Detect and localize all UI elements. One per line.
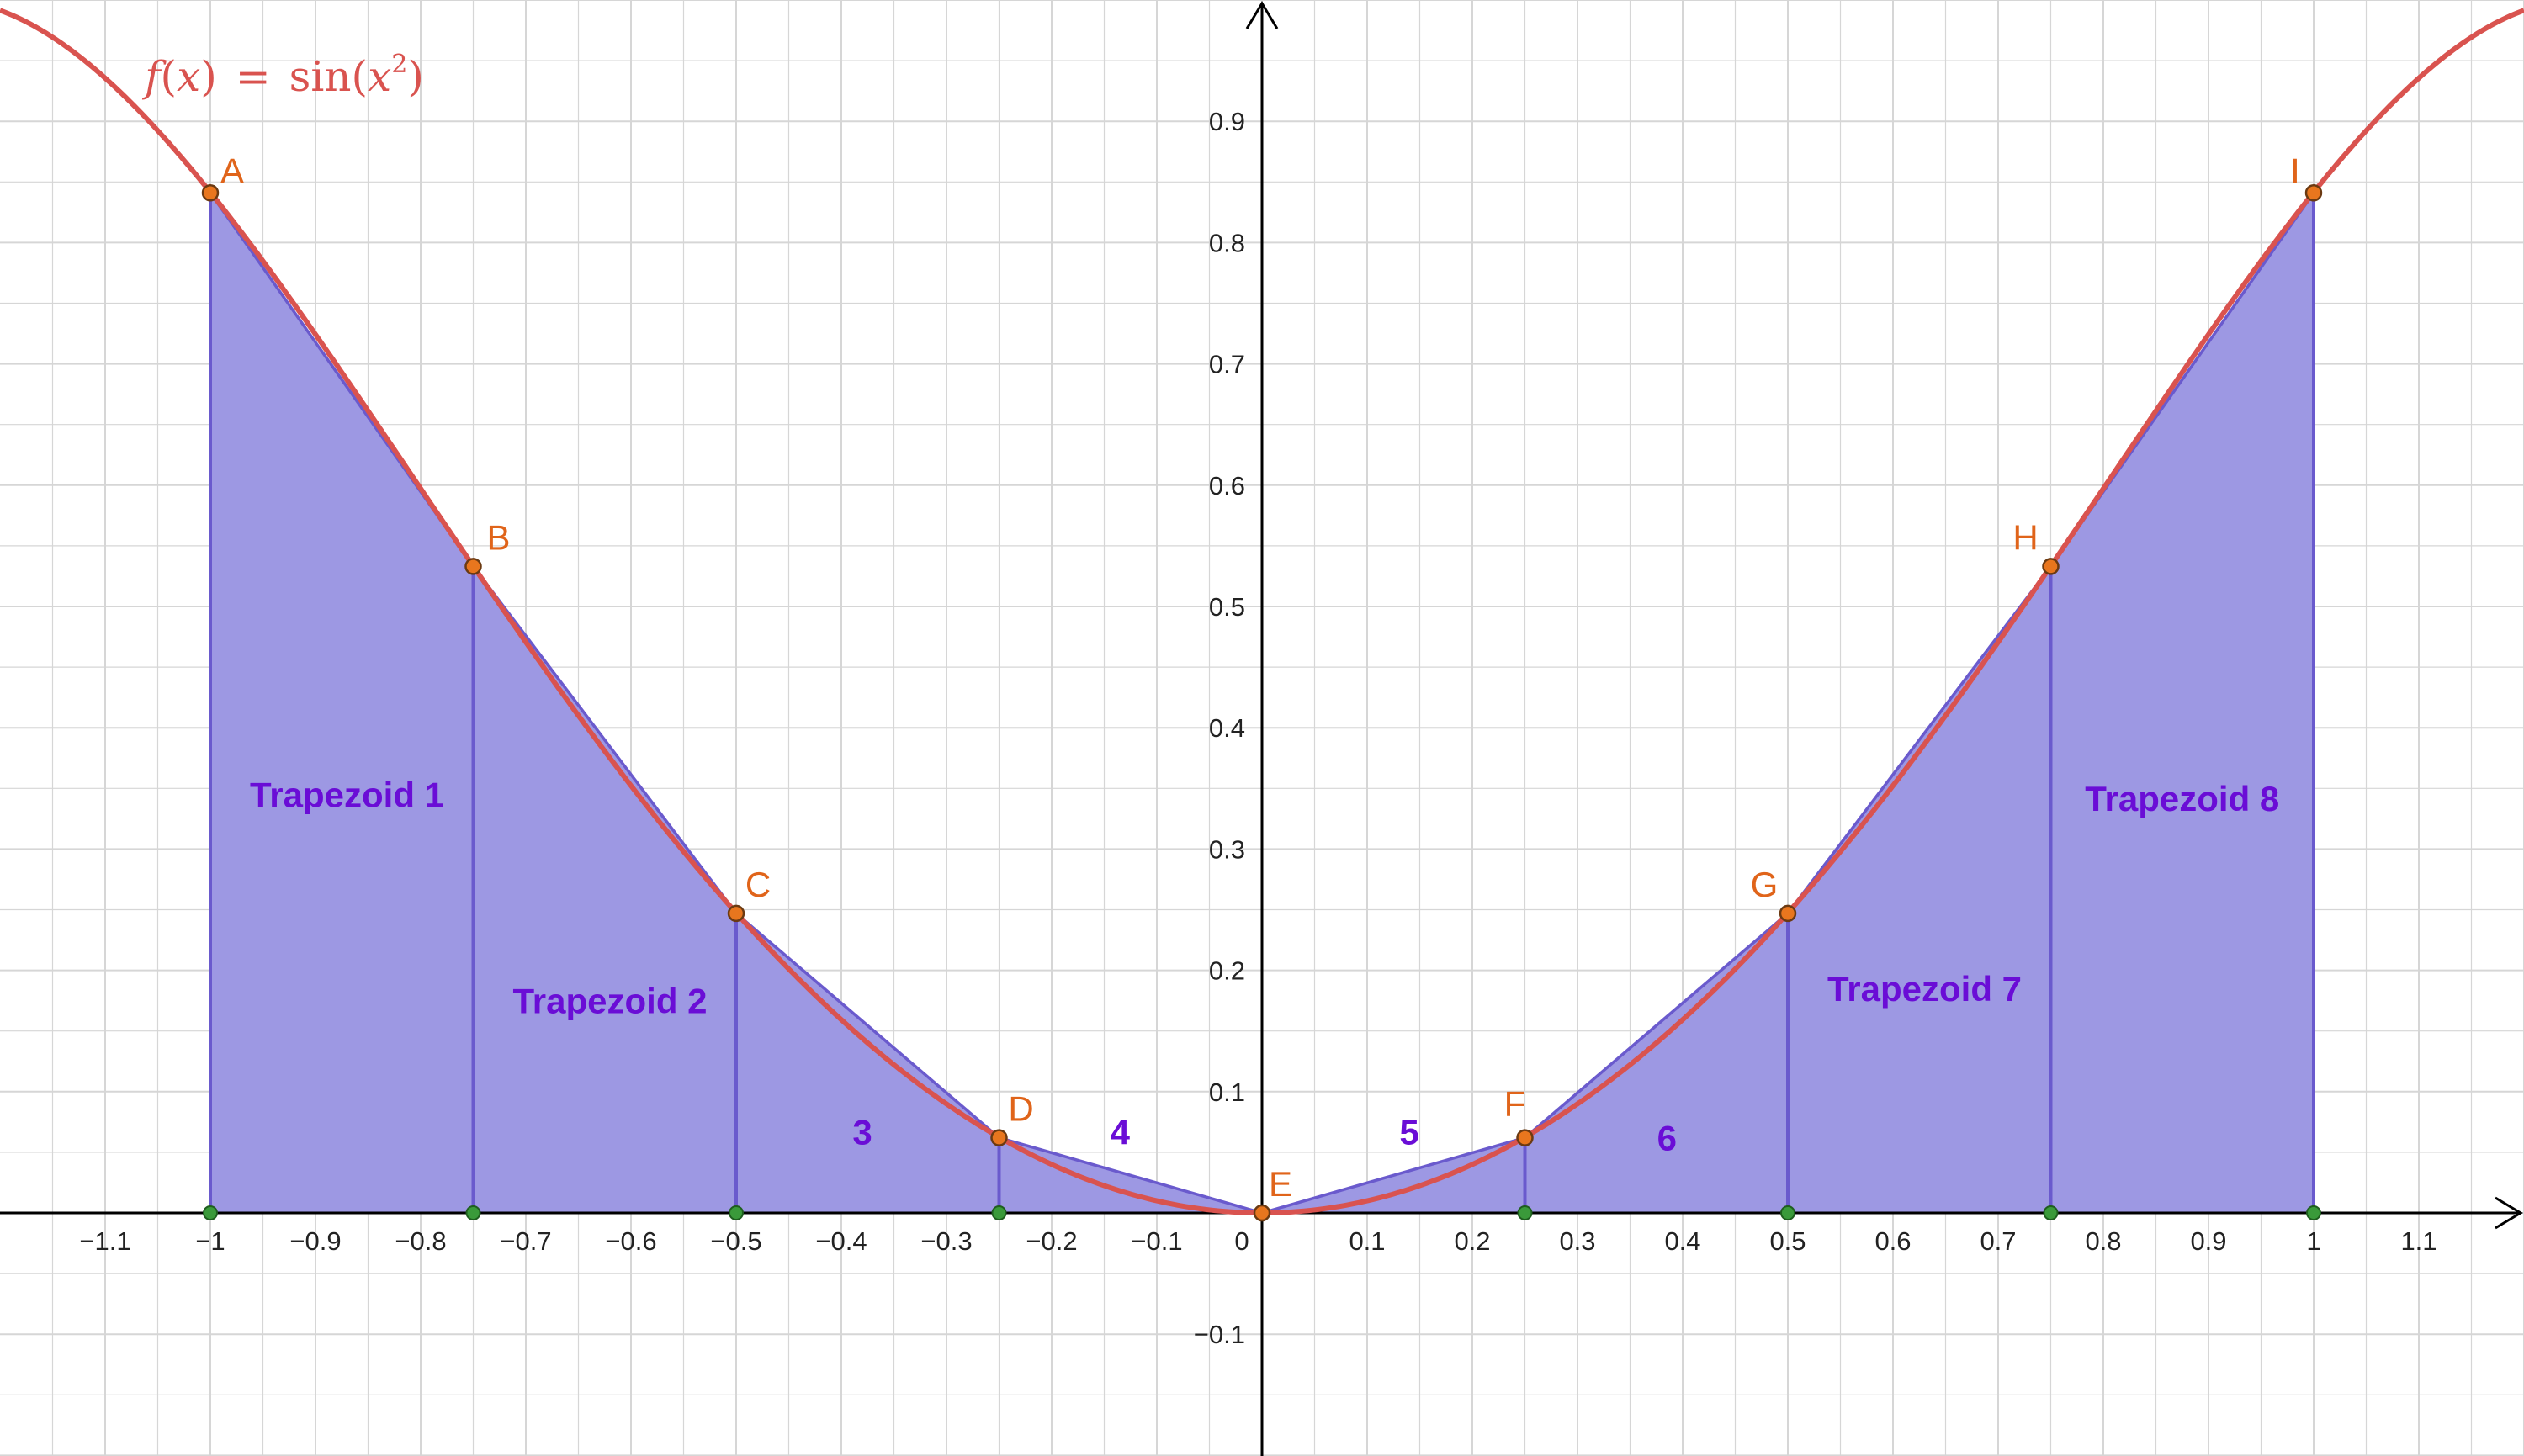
trapezoid-fill (210, 193, 474, 1214)
trapezoid-top-edge (1524, 912, 1790, 1139)
trapezoid-top-edge (472, 565, 738, 914)
function-paren-close: ) (200, 52, 217, 101)
x-tick-label: −1 (195, 1226, 225, 1256)
x-tick-label: 0 (1234, 1226, 1249, 1256)
point-label-E: E (1269, 1164, 1292, 1204)
function-body-paren-open: ( (352, 52, 369, 101)
foot-point-G (1780, 1205, 1795, 1220)
function-body-arg: x (368, 52, 391, 101)
tick-labels: −1.1 −1 −0.9 −0.8 −0.7 −0.6 −0.5 −0.4 −0.3 −0.2 −0… (79, 107, 2437, 1349)
point-label-G: G (1751, 865, 1779, 904)
point-label-A: A (220, 151, 244, 190)
trapezoid-label: 3 (852, 1112, 872, 1152)
x-tick-label: 0.1 (1349, 1226, 1385, 1256)
y-tick-label: 0.3 (1209, 834, 1245, 864)
x-tick-label: −0.7 (500, 1226, 551, 1256)
function-equals: = (236, 52, 271, 101)
point-H (2042, 558, 2060, 575)
trapezoid-fill (2050, 193, 2314, 1214)
trapezoid-top-edge (734, 912, 1000, 1139)
point-label-F: F (1504, 1084, 1526, 1124)
point-C (727, 904, 745, 923)
function-body: sin (289, 52, 352, 101)
y-tick-label: 0.5 (1209, 592, 1245, 622)
point-F (1516, 1129, 1534, 1146)
x-tick-label: −0.5 (710, 1226, 761, 1256)
x-tick-label: 0.2 (1454, 1226, 1490, 1256)
x-tick-label: −0.3 (920, 1226, 972, 1256)
trapezoid-fill (473, 566, 736, 1213)
function-arg: x (177, 52, 200, 101)
y-tick-label: 0.6 (1209, 471, 1245, 500)
x-tick-label: −0.9 (289, 1226, 341, 1256)
function-body-paren-close: ) (407, 52, 424, 101)
x-tick-label: 0.3 (1559, 1226, 1595, 1256)
foot-point-C (729, 1205, 744, 1220)
point-B (464, 558, 482, 575)
point-label-I: I (2290, 151, 2300, 190)
point-A (201, 184, 220, 202)
foot-point-I (2306, 1205, 2321, 1220)
function-paren-open: ( (161, 52, 178, 101)
point-label-H: H (2012, 517, 2038, 557)
x-tick-label: 0.8 (2085, 1226, 2121, 1256)
x-tick-label: 0.6 (1874, 1226, 1911, 1256)
point-label-C: C (745, 865, 771, 904)
foot-point-D (991, 1205, 1007, 1220)
x-tick-label: 1 (2306, 1226, 2320, 1256)
trapezoid-fill (1788, 566, 2051, 1213)
y-tick-label: 0.2 (1209, 956, 1245, 986)
function-exponent: 2 (391, 50, 407, 79)
y-tick-label: −0.1 (1194, 1320, 1245, 1349)
foot-point-F (1517, 1205, 1533, 1220)
foot-point-B (465, 1205, 481, 1220)
trapezoid-top-edge (1786, 565, 2052, 914)
x-tick-label: 0.7 (1980, 1226, 2016, 1256)
trapezoid-top-edge (1261, 1136, 1525, 1215)
x-tick-label: 1.1 (2400, 1226, 2437, 1256)
point-label-D: D (1008, 1089, 1033, 1129)
x-tick-label: −1.1 (79, 1226, 130, 1256)
y-tick-label: 0.9 (1209, 107, 1245, 136)
trapezoid-top-edge (999, 1136, 1263, 1215)
point-I (2304, 184, 2323, 202)
x-tick-label: 0.5 (1769, 1226, 1806, 1256)
trapezoid-fill (736, 913, 1000, 1213)
function-label: f(x) = sin(x2) (141, 50, 424, 101)
y-tick-label: 0.7 (1209, 350, 1245, 379)
x-tick-label: −0.2 (1026, 1226, 1077, 1256)
point-E (1253, 1204, 1271, 1222)
trapezoid-labels: Trapezoid 1 Trapezoid 2 3 4 5 6 Trapezoid 7 Tra… (250, 776, 2279, 1158)
trapezoid-fill (1524, 913, 1788, 1213)
points: A B C D E F G H I (201, 151, 2323, 1222)
x-tick-label: −0.8 (395, 1226, 446, 1256)
x-tick-label: −0.4 (815, 1226, 867, 1256)
x-axis-arrow (2495, 1196, 2523, 1230)
trapezoid-label: 5 (1399, 1112, 1418, 1152)
foot-point-A (203, 1205, 218, 1220)
foot-point-H (2043, 1205, 2059, 1220)
y-tick-label: 0.4 (1209, 713, 1245, 743)
x-tick-label: −0.6 (605, 1226, 656, 1256)
point-G (1779, 904, 1797, 923)
trapezoid-label: 6 (1657, 1119, 1677, 1158)
trapezoid-label: Trapezoid 2 (512, 982, 707, 1021)
point-label-B: B (486, 517, 510, 557)
trapezoid-label: Trapezoid 1 (250, 776, 444, 815)
y-tick-label: 0.1 (1209, 1077, 1245, 1107)
y-tick-label: 0.8 (1209, 228, 1245, 257)
x-tick-label: 0.4 (1664, 1226, 1700, 1256)
trapezoid-fills (209, 192, 2315, 1215)
trapezoid-label: 4 (1111, 1112, 1131, 1152)
x-tick-label: 0.9 (2190, 1226, 2226, 1256)
point-D (990, 1129, 1008, 1146)
trapezoid-label: Trapezoid 7 (1827, 969, 2022, 1009)
x-tick-label: −0.1 (1131, 1226, 1182, 1256)
trapezoid-label: Trapezoid 8 (2085, 779, 2279, 818)
y-axis-arrow (1245, 1, 1279, 29)
